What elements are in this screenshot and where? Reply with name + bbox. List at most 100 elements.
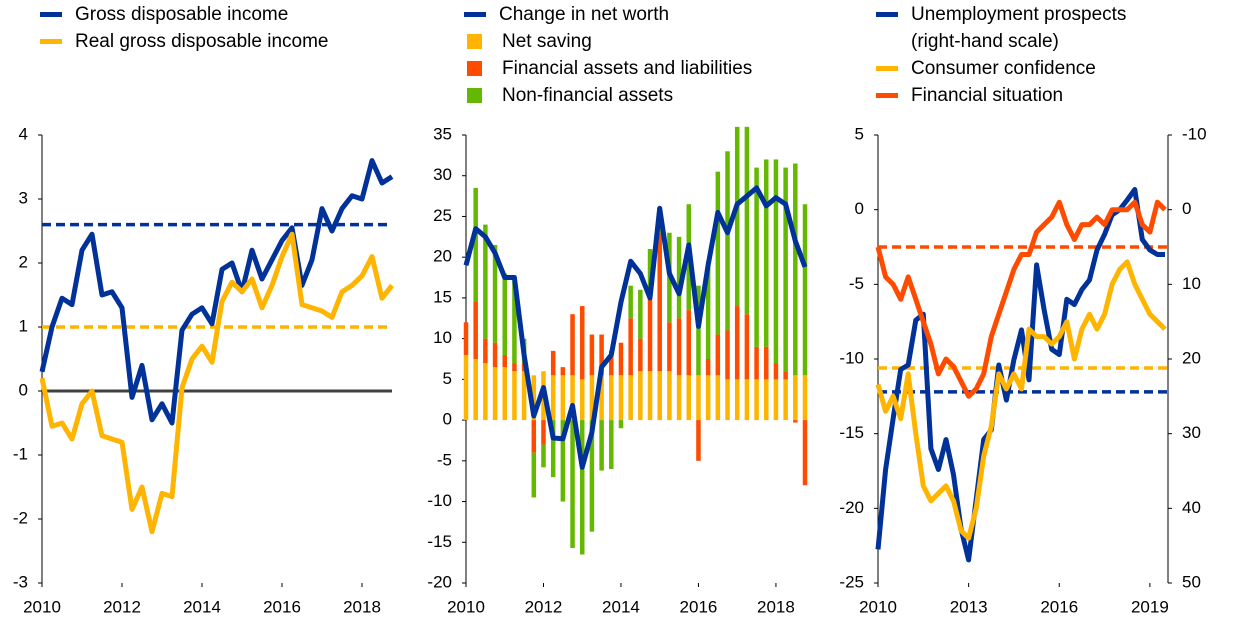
bar [628, 318, 633, 376]
line-series [875, 199, 1167, 399]
bar [512, 363, 517, 372]
bar [618, 342, 624, 376]
bar [802, 420, 808, 486]
bar [609, 420, 614, 469]
y-tick-label: 15 [433, 287, 452, 306]
bar [618, 375, 624, 421]
y-tick-label: 0 [19, 380, 28, 399]
bar [531, 420, 537, 453]
bar [502, 367, 507, 421]
legend-swatch [467, 88, 482, 103]
bar [550, 375, 556, 421]
y2-tick-label: 30 [1182, 423, 1201, 442]
y-tick-label: 2 [19, 252, 28, 271]
bar [764, 379, 769, 421]
bar [715, 334, 721, 376]
legend-label: Net saving [502, 31, 592, 52]
legend-item: Change in net worth [464, 1, 752, 28]
bar [541, 420, 546, 445]
y-tick-label: 30 [433, 165, 452, 184]
y2-tick-label: 40 [1182, 498, 1201, 517]
bar [599, 420, 604, 471]
legend-line [464, 12, 486, 17]
bar [618, 420, 624, 429]
legend-line [40, 39, 62, 44]
bar [550, 420, 556, 478]
y-tick-label: -1 [13, 444, 28, 463]
bar [589, 420, 595, 532]
bar [773, 379, 779, 421]
bar [463, 322, 469, 355]
bar [579, 379, 585, 421]
bar [560, 420, 566, 502]
legend-line [876, 12, 898, 17]
x-tick-label: 2018 [757, 597, 795, 616]
x-tick-label: 2016 [263, 597, 301, 616]
bar [725, 151, 730, 331]
bar [589, 375, 595, 421]
bar [657, 371, 662, 421]
y-tick-label: 10 [433, 328, 452, 347]
legend-label: Real gross disposable income [75, 31, 329, 52]
legend-label: Non-financial assets [502, 85, 674, 106]
legend-item: Consumer confidence [876, 55, 1126, 82]
bar [473, 187, 478, 302]
bar [764, 159, 769, 347]
y-tick-label: -3 [13, 572, 28, 591]
bar [754, 346, 759, 380]
bar [705, 375, 711, 421]
bar [628, 375, 633, 421]
y-tick-label: 0 [443, 410, 452, 429]
y-tick-label: 20 [433, 247, 452, 266]
bar [744, 126, 750, 315]
y2-tick-label: 0 [1182, 199, 1191, 218]
bar [705, 261, 711, 359]
y-tick-label: 4 [19, 124, 28, 143]
bar [686, 310, 692, 376]
legend-label: Consumer confidence [911, 58, 1096, 79]
x-tick-label: 2014 [602, 597, 640, 616]
bar [570, 420, 575, 548]
bar [550, 350, 556, 376]
bar [793, 420, 798, 423]
legend-line [876, 66, 898, 71]
bar [502, 273, 507, 355]
bar [705, 359, 711, 376]
legend-item: Non-financial assets [464, 82, 752, 109]
legend-line [876, 93, 898, 98]
bar [638, 289, 643, 339]
x-tick-label: 2013 [950, 597, 988, 616]
bar [744, 314, 750, 380]
y-tick-label: -20 [839, 498, 864, 517]
bar [783, 379, 788, 421]
legend: Gross disposable income Real gross dispos… [40, 1, 328, 55]
bar [715, 375, 721, 421]
legend-item: Financial assets and liabilities [464, 55, 752, 82]
bar [502, 354, 507, 368]
x-tick-label: 2010 [447, 597, 485, 616]
bar [492, 342, 498, 368]
bar [676, 375, 682, 421]
line-series [875, 259, 1167, 541]
x-tick-label: 2016 [1040, 597, 1078, 616]
bar [647, 249, 653, 298]
bar [734, 306, 740, 380]
y-tick-label: 25 [433, 206, 452, 225]
bar [512, 281, 517, 364]
bar [483, 363, 488, 421]
bar [599, 334, 604, 376]
legend-swatch [467, 34, 482, 49]
legend-item: Financial situation [876, 82, 1126, 109]
line-series [463, 185, 808, 470]
bar [754, 167, 759, 347]
bar [667, 371, 672, 421]
bar [531, 375, 537, 421]
x-tick-label: 2012 [103, 597, 141, 616]
bar [521, 371, 527, 421]
y-tick-label: 5 [443, 369, 452, 388]
legend-label: Financial assets and liabilities [502, 58, 753, 79]
y-tick-label: -15 [427, 532, 452, 551]
x-tick-label: 2018 [343, 597, 381, 616]
bar [783, 167, 788, 372]
